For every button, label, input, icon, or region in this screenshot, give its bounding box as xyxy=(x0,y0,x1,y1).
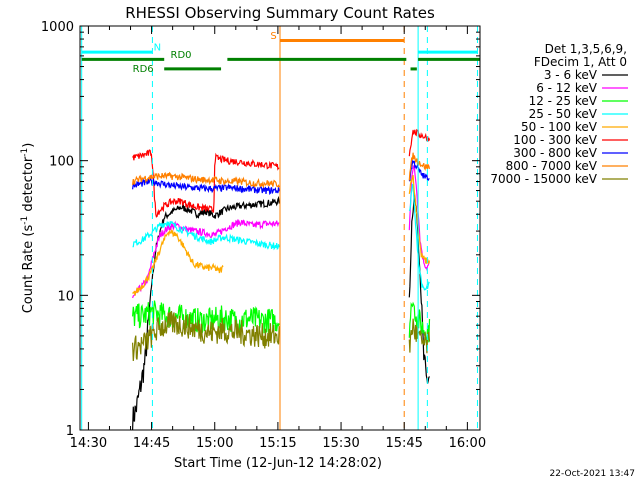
series-line-300-800-kev-part-2 xyxy=(408,160,430,182)
axis-layer: 14:30 14:45 15:00 15:15 15:30 15:45 16:00 1 10 10… xyxy=(41,20,486,451)
x-axis-label: Start Time (12-Jun-12 14:28:02) xyxy=(174,456,382,471)
plot-frame xyxy=(79,25,481,431)
legend-header-line-1: Det 1,3,5,6,9, xyxy=(545,42,627,56)
series-line-50-100-kev-part-1 xyxy=(132,228,224,296)
legend: Det 1,3,5,6,9, FDecim 1, Att 0 3 - 6 keV… xyxy=(490,42,628,186)
series-line-800-7000-kev-part-1 xyxy=(132,171,280,189)
series-line-300-800-kev-part-1 xyxy=(132,176,280,195)
legend-header-line-2: FDecim 1, Att 0 xyxy=(534,55,627,69)
legend-label-100-300-kev: 100 - 300 keV xyxy=(513,133,597,147)
x-tick-label-5: 15:30 xyxy=(322,436,359,451)
series-line-7000-15000-kev-part-1 xyxy=(132,310,280,362)
mode-bar-label-rd0: RD0 xyxy=(171,50,192,61)
legend-label-300-800-kev: 300 - 800 keV xyxy=(513,146,597,160)
legend-label-25-50-kev: 25 - 50 keV xyxy=(529,107,598,121)
y-axis-label-sup-1: -1 xyxy=(20,216,30,225)
series-line-50-100-kev-part-2 xyxy=(408,175,431,265)
mode-bar-label-n: N xyxy=(154,42,161,53)
y-axis-label-main: Count Rate (s xyxy=(21,225,36,314)
y-axis-label-mid: detector xyxy=(21,156,36,216)
x-tick-label-7: 16:00 xyxy=(449,436,486,451)
legend-label-800-7000-kev: 800 - 7000 keV xyxy=(506,159,598,173)
y-axis-label-sup-2: -1 xyxy=(20,148,30,157)
series-line-25-50-kev-part-2 xyxy=(408,183,430,291)
mode-bar-layer: N S RD0 RD6 xyxy=(81,31,480,75)
legend-label-7000-15000-kev: 7000 - 15000 keV xyxy=(490,172,597,186)
series-line-3-6-kev-part-2 xyxy=(408,194,430,384)
x-tick-label-4: 15:15 xyxy=(259,436,296,451)
x-tick-label-6: 15:45 xyxy=(385,436,422,451)
x-tick-label-1: 14:30 xyxy=(70,436,107,451)
series-line-100-300-kev-part-1 xyxy=(132,149,280,218)
y-axis-label-end: ) xyxy=(21,143,36,148)
series-layer xyxy=(132,128,431,431)
y-axis-label: Count Rate (s-1 detector-1) xyxy=(20,143,36,314)
series-line-6-12-kev-part-2 xyxy=(408,165,430,272)
x-tick-label-2: 14:45 xyxy=(133,436,170,451)
series-line-7000-15000-kev-part-2 xyxy=(408,318,431,354)
series-line-6-12-kev-part-1 xyxy=(132,219,280,299)
footer-date: 22-Oct-2021 13:47 xyxy=(550,469,635,479)
y-tick-label-2: 10 xyxy=(57,289,74,304)
legend-label-12-25-kev: 12 - 25 keV xyxy=(529,94,598,108)
series-line-800-7000-kev-part-2 xyxy=(408,152,431,181)
y-tick-label-1: 1 xyxy=(66,424,74,439)
mode-bar-label-rd6: RD6 xyxy=(133,64,154,75)
marker-layer xyxy=(81,26,478,430)
legend-label-50-100-kev: 50 - 100 keV xyxy=(521,120,598,134)
x-tick-label-3: 15:00 xyxy=(196,436,233,451)
y-tick-label-4: 1000 xyxy=(41,20,74,35)
legend-label-3-6-kev: 3 - 6 keV xyxy=(544,68,598,82)
y-tick-label-3: 100 xyxy=(49,155,74,170)
series-line-100-300-kev-part-2 xyxy=(408,128,431,157)
mode-bar-label-s: S xyxy=(270,31,276,42)
chart-title: RHESSI Observing Summary Count Rates xyxy=(125,4,435,22)
series-line-25-50-kev-part-1 xyxy=(132,220,280,251)
legend-label-6-12-kev: 6 - 12 keV xyxy=(536,81,598,95)
